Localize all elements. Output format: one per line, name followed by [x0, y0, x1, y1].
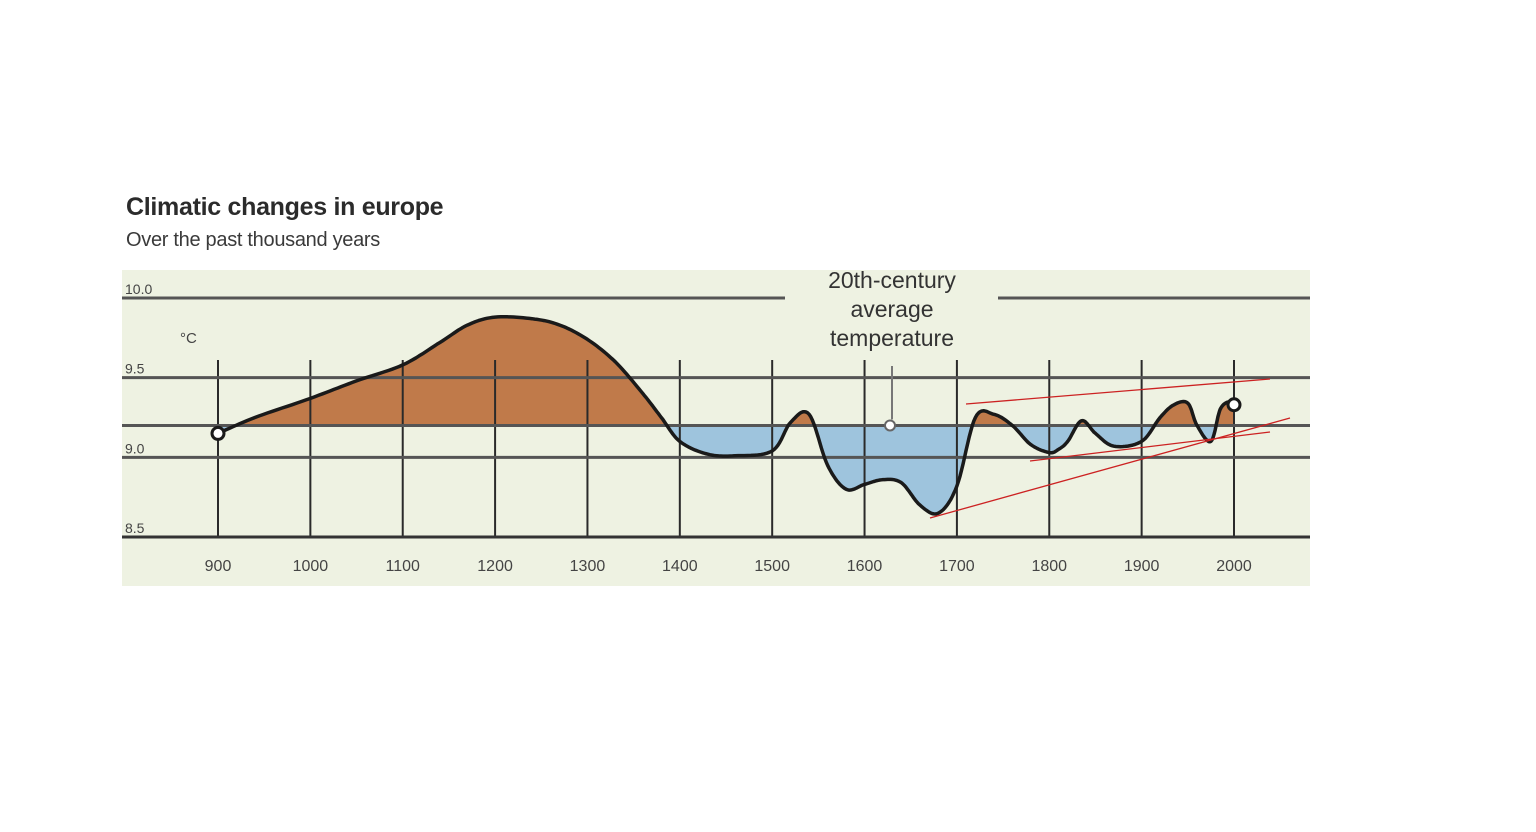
- start-marker: [210, 425, 226, 441]
- temperature-curve: [216, 314, 1236, 516]
- baseline-annotation: 20th-century average temperature: [828, 267, 956, 420]
- x-tick-label: 1000: [293, 558, 329, 575]
- trend-line-middle: [1029, 431, 1271, 462]
- x-tick-label: 1800: [1031, 558, 1067, 575]
- x-tick-label: 1700: [939, 558, 975, 575]
- warm-area: [235, 316, 1234, 426]
- x-tick-label: 900: [205, 558, 232, 575]
- x-tick-label: 1100: [386, 558, 421, 575]
- annotation-line: 20th-century: [828, 267, 956, 293]
- annotation-line: temperature: [830, 325, 954, 351]
- x-tick-label: 1600: [847, 558, 883, 575]
- x-tick-label: 1900: [1124, 558, 1160, 575]
- annotation-line: average: [850, 296, 933, 322]
- chart-subtitle: Over the past thousand years: [126, 229, 380, 251]
- chart-title: Climatic changes in europe: [126, 193, 444, 221]
- x-tick-label: 1400: [662, 558, 698, 575]
- y-tick-label: 9.0: [125, 440, 145, 456]
- y-unit-label: °C: [180, 330, 197, 347]
- trend-line-upper: [965, 378, 1271, 405]
- x-tick-label: 1300: [570, 558, 606, 575]
- x-tick-label: 2000: [1216, 558, 1252, 575]
- x-tick-label: 1200: [477, 558, 513, 575]
- y-tick-label: 9.5: [125, 361, 145, 377]
- y-tick-label: 10.0: [125, 281, 152, 297]
- end-marker: [1226, 397, 1242, 413]
- y-tick-label: 8.5: [125, 520, 145, 536]
- cool-area: [218, 425, 1234, 514]
- baseline-marker: [884, 419, 896, 432]
- red-trend-lines: [929, 378, 1291, 519]
- trend-line-lower: [929, 417, 1291, 519]
- x-tick-label: 1500: [754, 558, 790, 575]
